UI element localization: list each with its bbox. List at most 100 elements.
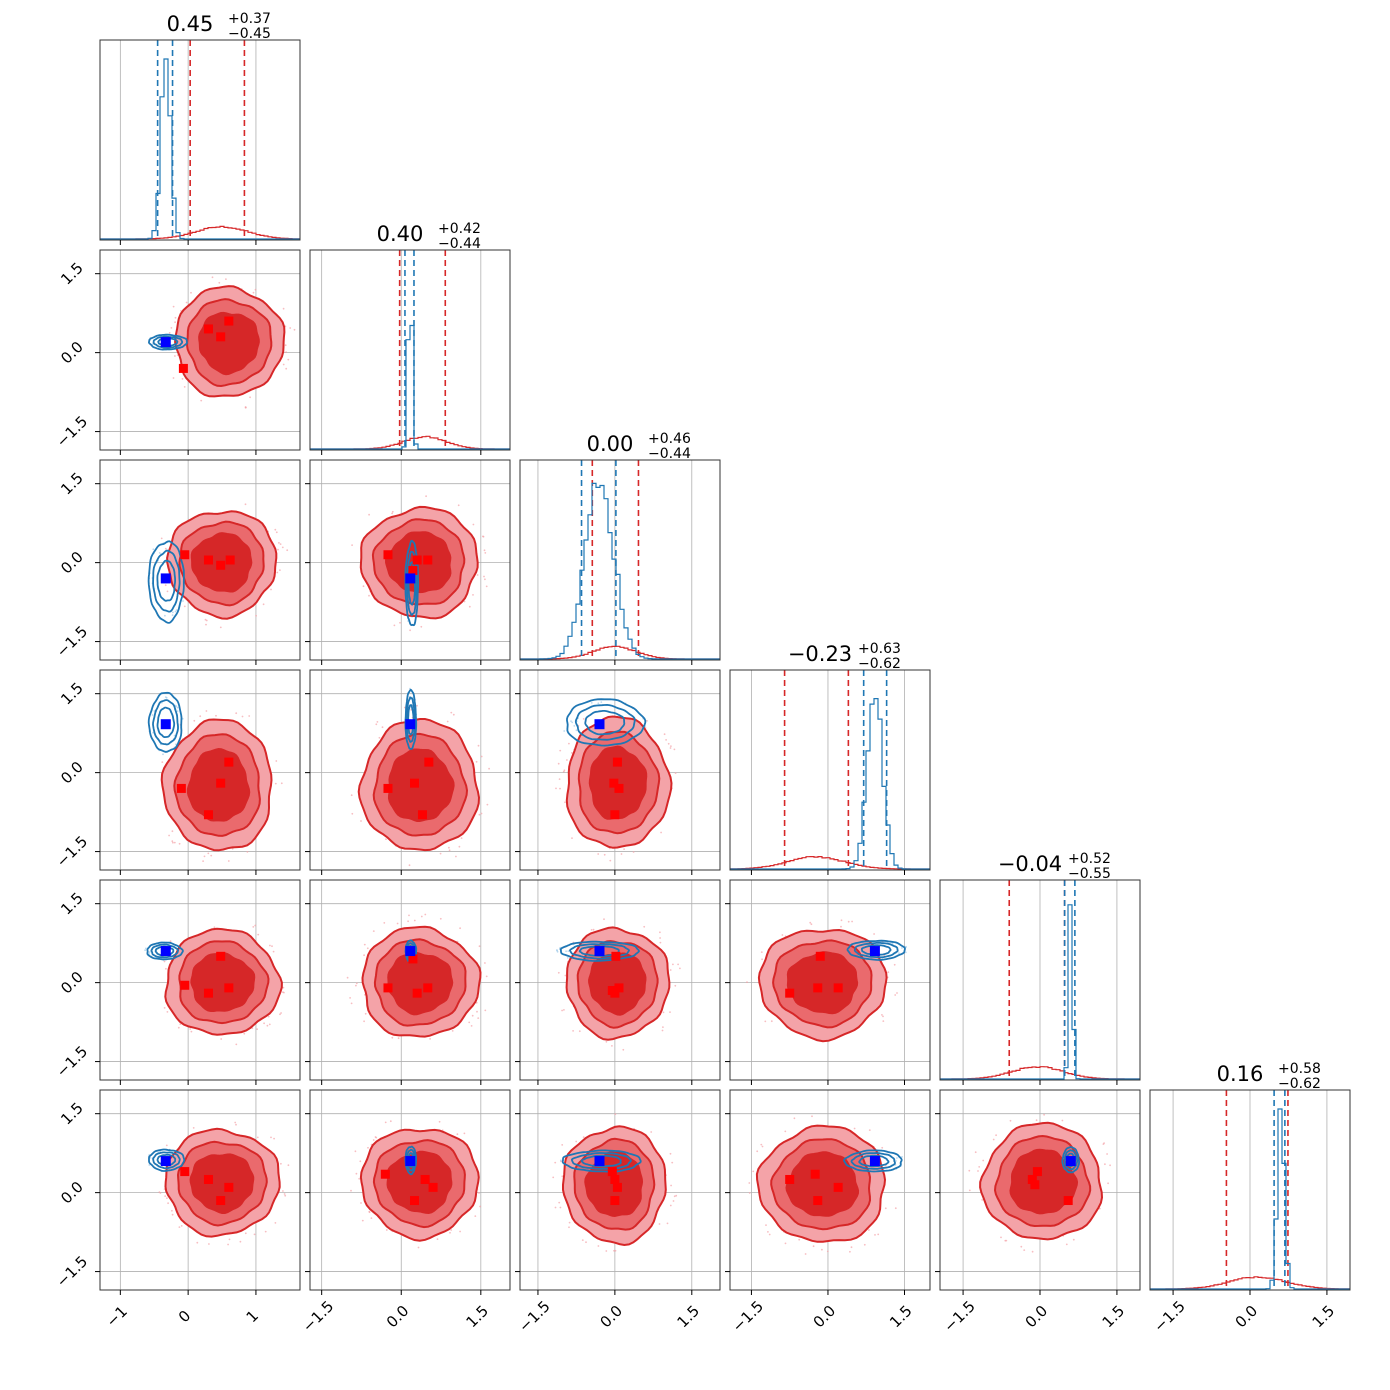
blue-marker (405, 719, 416, 730)
red-marker (410, 1196, 420, 1206)
title-lower-error: −0.62 (1278, 1076, 1321, 1092)
gridlines (119, 40, 257, 240)
red-sample-dot (561, 1009, 563, 1012)
blue-contour-middle (570, 1152, 632, 1170)
red-sample-dot (478, 1192, 480, 1194)
blue-sample-dot (570, 720, 572, 722)
red-sample-dot (213, 926, 216, 929)
panel-frame (519, 1089, 721, 1291)
gridlines (321, 250, 482, 450)
blue-sample-dot (145, 947, 147, 950)
red-sample-dot (784, 1242, 787, 1245)
histogram-panel-2 (310, 250, 510, 450)
red-sample-dot (269, 944, 271, 947)
red-sample-dot (563, 1009, 565, 1011)
red-sample-dot (568, 1221, 571, 1224)
red-sample-dot (416, 704, 418, 707)
red-sample-dot (164, 584, 167, 587)
red-sample-dot (572, 1030, 574, 1032)
y-tick-label: 0.0 (57, 758, 87, 788)
red-marker (607, 1167, 617, 1177)
red-sample-dot (470, 1025, 473, 1027)
red-sample-dot (384, 1121, 387, 1124)
red-marker (216, 1196, 226, 1206)
red-sample-dot (1109, 1164, 1111, 1167)
blue-sample-dot (560, 1159, 562, 1162)
red-sample-dot (177, 1026, 180, 1029)
red-sample-dot (210, 854, 213, 857)
red-sample-dot (1065, 1243, 1068, 1246)
red-sample-dot (282, 307, 285, 310)
panel-frame (519, 669, 721, 871)
red-marker (1027, 1174, 1037, 1184)
red-sample-dot (840, 919, 843, 922)
red-sample-dot (1000, 1236, 1002, 1239)
x-tick-label: −1.5 (299, 1297, 337, 1335)
red-sample-dot (809, 921, 812, 924)
red-sample-dot (362, 585, 365, 588)
red-sample-dot (564, 801, 566, 804)
gridlines (537, 460, 693, 660)
red-sample-dot (408, 864, 411, 867)
red-sample-dot (578, 1030, 581, 1033)
red-sample-dot (358, 1177, 361, 1180)
red-sample-dot (163, 960, 166, 963)
red-sample-dot (761, 1145, 764, 1148)
red-sample-dot (851, 920, 853, 923)
red-contour-inner (786, 951, 859, 1015)
red-sample-dot (383, 922, 386, 924)
red-sample-dot (413, 919, 416, 922)
red-sample-dot (257, 933, 260, 936)
panel-frame (99, 249, 301, 451)
panel-frame (309, 249, 511, 451)
red-sample-dot (605, 1250, 608, 1252)
panel-frame (729, 1089, 931, 1291)
blue-contour-middle (1063, 1149, 1079, 1171)
red-sample-dot (658, 1223, 661, 1225)
blue-sample-dot (172, 611, 174, 614)
red-sample-dot (207, 852, 210, 855)
red-sample-dot (582, 1136, 585, 1138)
red-sample-dot (760, 1143, 763, 1146)
blue-contour-middle (850, 1152, 896, 1170)
y-tick-label: 0.0 (57, 548, 87, 578)
red-sample-dot (1061, 1119, 1064, 1122)
density-panel-2-1 (351, 495, 488, 632)
red-sample-dot (798, 1238, 801, 1241)
y-tick-label: 1.5 (57, 889, 87, 919)
red-marker (216, 332, 226, 342)
y-tick-label: 1.5 (57, 259, 87, 289)
density-panel-4-0 (144, 924, 285, 1046)
red-marker (180, 980, 190, 990)
blue-marker (405, 573, 416, 584)
red-sample-dot (568, 1226, 570, 1229)
red-sample-dot (597, 853, 600, 855)
red-histogram (730, 856, 930, 870)
red-sample-dot (255, 614, 257, 617)
blue-sample-dot (171, 614, 174, 616)
red-sample-dot (368, 1211, 371, 1214)
red-sample-dot (252, 291, 255, 294)
red-sample-dot (276, 571, 279, 574)
x-tick-label: 1.5 (1099, 1302, 1129, 1332)
red-marker (383, 550, 393, 560)
red-sample-dot (669, 969, 672, 971)
red-sample-dot (351, 812, 354, 815)
title-upper-error: +0.52 (1068, 851, 1111, 867)
red-marker (815, 951, 825, 961)
red-sample-dot (256, 1028, 258, 1031)
red-marker (810, 1169, 820, 1179)
panel-frame (99, 879, 301, 1081)
red-sample-dot (659, 937, 661, 939)
blue-contour-inner (407, 561, 416, 606)
red-sample-dot (364, 1012, 367, 1015)
blue-marker (160, 573, 171, 584)
red-sample-dot (669, 1011, 671, 1013)
red-sample-dot (163, 1007, 166, 1009)
red-sample-dot (381, 726, 384, 729)
red-sample-dot (354, 1150, 357, 1153)
red-sample-dot (643, 925, 646, 928)
red-sample-dot (168, 332, 171, 334)
panel-frame (519, 459, 721, 661)
density-panel-5-1 (350, 1120, 481, 1249)
